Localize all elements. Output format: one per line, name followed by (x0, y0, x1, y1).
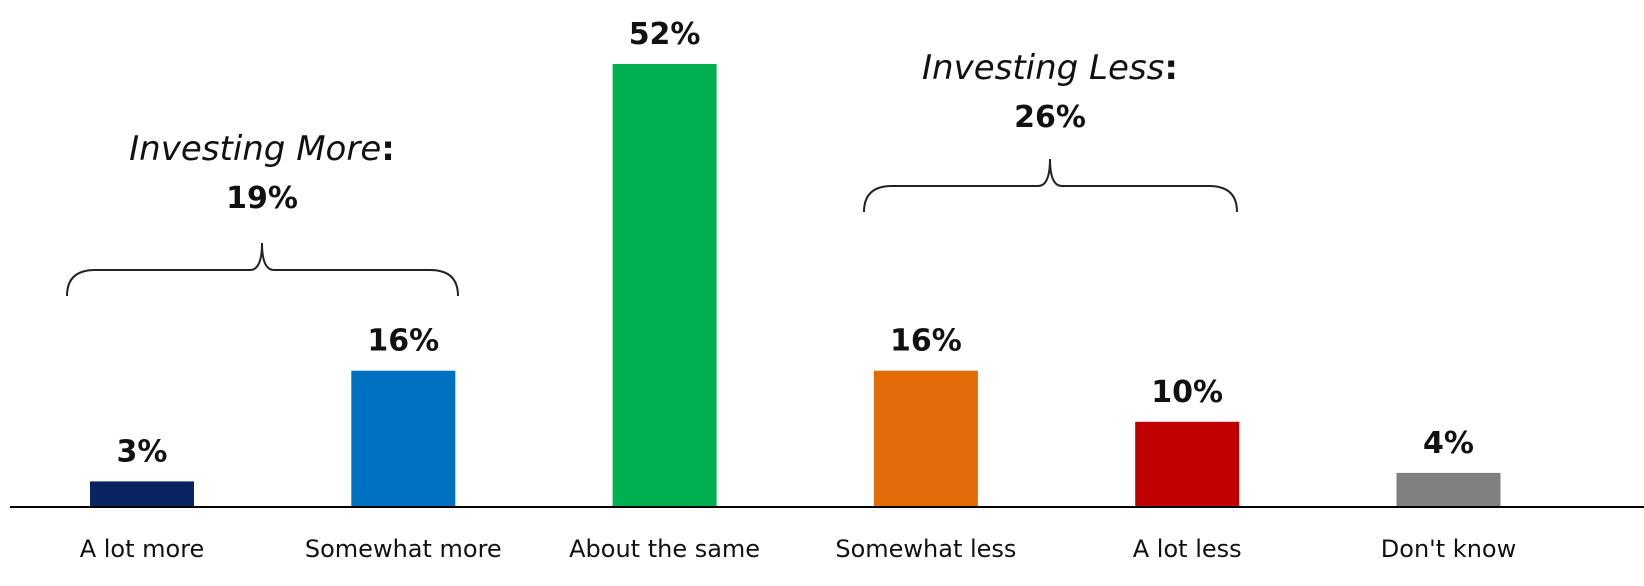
annotation-investing-more-label: Investing More: (129, 129, 395, 169)
tick-label-don-t-know: Don't know (1381, 535, 1516, 563)
bar-somewhat-more (351, 370, 456, 507)
value-labels-layer: 3% 16% 52% 16% 10% 4% (117, 17, 1474, 469)
value-label-somewhat-more: 16% (367, 324, 439, 359)
bar-a-lot-less (1135, 421, 1240, 507)
annotation-investing-less-label: Investing Less: (922, 48, 1178, 88)
bar-somewhat-less (873, 370, 978, 507)
tick-label-about-the-same: About the same (569, 535, 760, 563)
tick-label-somewhat-more: Somewhat more (305, 535, 502, 563)
bars-layer (90, 64, 1501, 507)
value-label-a-lot-more: 3% (117, 434, 168, 469)
annotation-investing-more-value: 19% (226, 181, 298, 216)
x-tick-labels-layer: A lot more Somewhat more About the same Som… (80, 535, 1517, 563)
tick-label-a-lot-less: A lot less (1133, 535, 1242, 563)
annotation-investing-less-value: 26% (1014, 100, 1086, 135)
annotation-investing-less: Investing Less: 26% (863, 48, 1238, 213)
tick-label-a-lot-more: A lot more (80, 535, 205, 563)
bracket-investing-more (66, 242, 459, 297)
tick-label-somewhat-less: Somewhat less (835, 535, 1016, 563)
value-label-somewhat-less: 16% (890, 324, 962, 359)
bar-about-the-same (612, 64, 717, 507)
bar-a-lot-more (90, 481, 194, 507)
value-label-about-the-same: 52% (629, 17, 701, 52)
value-label-a-lot-less: 10% (1151, 375, 1223, 410)
bracket-investing-less (863, 158, 1238, 213)
bar-don-t-know (1396, 472, 1501, 507)
value-label-don-t-know: 4% (1423, 426, 1474, 461)
annotation-investing-more: Investing More: 19% (66, 129, 459, 297)
